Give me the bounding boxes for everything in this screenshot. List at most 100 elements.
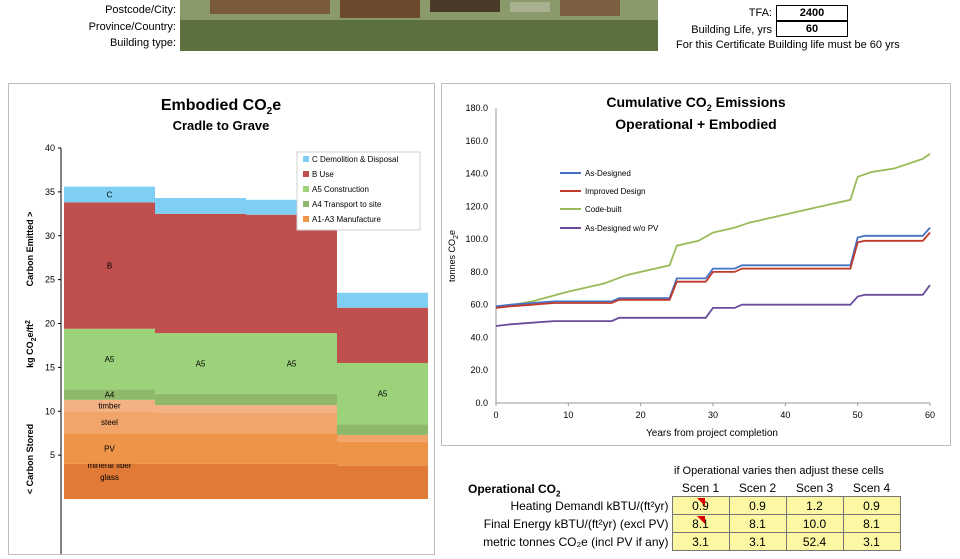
bar-segment-steel [64,411,155,434]
y-tick-label: 40 [45,143,55,153]
heating-scen-3[interactable]: 1.2 [785,496,844,515]
legend-code-built: Code-built [585,205,622,214]
bar-segment-PV [64,433,155,464]
bar-segment-A5 [337,362,428,425]
series-line-improved-design [495,232,931,309]
cumulative-x-label: Years from project completion [646,428,778,439]
legend-as-designed: As-Designed [585,169,631,178]
segment-label: PV [104,445,115,454]
y-tick-label: 20.0 [470,365,488,375]
tfa-value[interactable]: 2400 [776,5,848,21]
co2-scen-2[interactable]: 3.1 [728,532,787,551]
x-tick-label: 60 [925,410,935,420]
embodied-y-label: kg CO2e/ft2 [25,320,38,368]
x-tick-label: 50 [853,410,863,420]
bar-segment-mineral [155,463,246,499]
table-row: Heating Demandl kBTU/(ft²yr) 0.9 0.9 1.2… [450,496,901,515]
bar-segment-B [64,202,155,329]
cumulative-title: Cumulative CO2 Emissions [606,94,786,113]
operational-table: Scen 1 Scen 2 Scen 3 Scen 4 Heating Dema… [450,479,901,551]
x-tick-label: 30 [708,410,718,420]
x-tick-label: 10 [563,410,573,420]
co2-scen-3[interactable]: 52.4 [785,532,844,551]
final-energy-scen-4[interactable]: 8.1 [842,514,901,533]
carbon-emitted-label: Carbon Emitted > [25,212,35,287]
row-label-heating: Heating Demandl kBTU/(ft²yr) [510,498,669,513]
bar-segment-mineral [337,465,428,499]
bar-segment-A4 [337,424,428,435]
row-label-co2: metric tonnes CO₂e (incl PV if any) [483,534,669,549]
bar-segment-PV [155,433,246,464]
building-life-value[interactable]: 60 [776,21,848,37]
carbon-stored-label: < Carbon Stored [25,424,35,494]
legend-swatch-a5 [303,186,309,192]
segment-label: C [107,191,113,200]
table-row: Final Energy kBTU/(ft²yr) (excl PV) 8.1 … [450,514,901,533]
building-photo [180,0,658,51]
y-tick-label: 10 [45,406,55,416]
final-energy-scen-3[interactable]: 10.0 [785,514,844,533]
bar-segment-A4 [64,389,155,400]
segment-label: timber [98,402,121,411]
postcode-label: Postcode/City: [105,4,176,16]
embodied-y-ticks: 5 10 15 20 25 30 35 40 [45,143,61,460]
bar-segment-steel [337,434,428,442]
series-line-as-designed-w-o-pv [495,284,931,327]
y-tick-label: 30 [45,231,55,241]
scen-1-header: Scen 1 [681,480,720,495]
y-tick-label: 140.0 [465,169,488,179]
x-tick-label: 20 [636,410,646,420]
y-tick-label: 0.0 [475,398,488,408]
embodied-bars: mineral fiber glass PV steel timber A4 A5 B C A5 A… [64,186,428,499]
bar-segment-steel [155,413,246,434]
segment-label: mineral fiber [87,461,131,470]
segment-label: A5 [105,355,115,364]
province-label: Province/Country: [88,21,176,33]
y-tick-label: 100.0 [465,234,488,244]
cumulative-chart: Cumulative CO2 Emissions Operational + E… [447,94,935,439]
bar-segment-B [337,307,428,363]
cumulative-legend: As-Designed Improved Design Code-built A… [560,169,659,233]
building-life-label: Building Life, yrs [691,24,772,36]
comment-marker-icon [697,516,705,524]
cumulative-series [495,153,931,327]
final-energy-scen-2[interactable]: 8.1 [728,514,787,533]
segment-label: A5 [196,359,206,368]
operational-note: if Operational varies then adjust these … [674,465,884,477]
cumulative-panel: Cumulative CO2 Emissions Operational + E… [441,83,951,446]
y-tick-label: 60.0 [470,300,488,310]
segment-label: glass [100,473,119,482]
y-tick-label: 160.0 [465,136,488,146]
segment-label: A5 [287,359,297,368]
bar-segment-PV [246,433,337,464]
bar-segment-mineral [64,463,155,499]
legend-swatch-a1a3 [303,216,309,222]
y-tick-label: 5 [50,450,55,460]
y-tick-label: 20 [45,319,55,329]
legend-swatch-a4 [303,201,309,207]
segment-label: B [107,262,112,271]
y-tick-label: 25 [45,275,55,285]
embodied-subtitle: Cradle to Grave [173,118,270,133]
bar-segment-B [246,214,337,334]
y-tick-label: 180.0 [465,103,488,113]
segment-label: A4 [105,391,115,400]
final-energy-scen-1[interactable]: 8.1 [671,514,730,533]
y-tick-label: 120.0 [465,201,488,211]
x-tick-label: 40 [780,410,790,420]
legend-item-b: B Use [312,170,334,179]
bar-segment-PV [337,441,428,466]
legend-item-a4: A4 Transport to site [312,200,382,209]
legend-item-a1a3: A1-A3 Manufacture [312,215,381,224]
bar-segment-C [64,186,155,203]
operational-title: Operational CO2 [468,482,561,499]
embodied-panel: Embodied CO2e Cradle to Grave kg CO2e/ft… [8,83,435,555]
bar-segment-timber [155,405,246,414]
legend-swatch-b [303,171,309,177]
bar-segment-C [337,292,428,308]
bar-segment-mineral [246,463,337,499]
heating-scen-2[interactable]: 0.9 [728,496,787,515]
heating-scen-4[interactable]: 0.9 [842,496,901,515]
co2-scen-4[interactable]: 3.1 [842,532,901,551]
co2-scen-1[interactable]: 3.1 [671,532,730,551]
